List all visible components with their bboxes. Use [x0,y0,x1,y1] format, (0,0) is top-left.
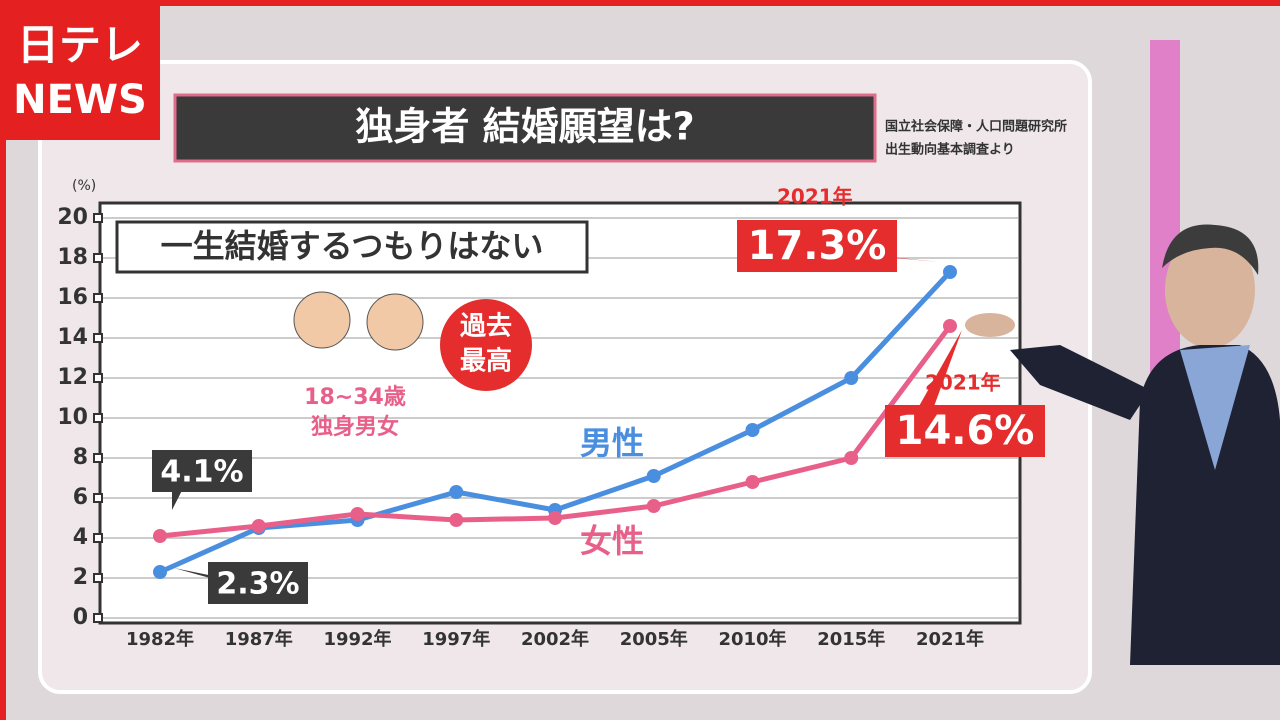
frame-left [0,0,6,720]
point [943,319,957,333]
point [153,529,167,543]
y-tick-mark [93,333,103,343]
logo-text: 日テレ [17,21,143,70]
badge [440,299,532,391]
y-tick-label: 8 [73,445,88,470]
studio-light [1150,40,1180,380]
x-tick-label: 1997年 [422,628,490,650]
x-tick-label: 2015年 [817,628,885,650]
x-tick-label: 2021年 [916,628,984,650]
y-tick-label: 20 [57,205,88,230]
point [646,499,661,513]
y-tick-mark [93,213,103,223]
x-tick-label: 2002年 [521,628,589,650]
y-tick-label: 0 [73,605,88,630]
point [548,511,562,525]
callout-year: 2021年 [925,371,1001,395]
logo-text: NEWS [13,77,147,123]
title-box [173,93,877,163]
x-tick-label: 2010年 [718,628,786,650]
presenter [965,224,1280,665]
point [449,485,464,499]
y-tick-mark [93,413,103,423]
x-tick-label: 1982年 [126,628,194,650]
presenter-arm [1010,345,1150,420]
callout-year: 2021年 [777,185,853,209]
y-tick-label: 2 [73,565,88,590]
source: 出生動向基本調査より [885,142,1015,158]
y-tick-mark [93,613,103,623]
presenter-suit [1130,345,1280,665]
value-label: 14.6% [896,408,1035,454]
presenter-head [1165,232,1255,348]
series-name: 女性 [580,522,644,560]
x-tick-label: 1992年 [323,628,391,650]
y-tick-mark [93,533,103,543]
point [745,423,760,437]
callout-box [737,220,897,272]
illustration-girl [366,293,424,351]
annotation-box [115,220,589,274]
y-tick-label: 14 [57,325,88,350]
y-tick-mark [93,573,103,583]
y-axis-unit: (%) [72,178,96,194]
presenter-hand [965,313,1015,337]
logo [0,0,160,140]
illustration-boy [293,291,351,349]
subject: 18~34歳 [304,385,406,410]
point [153,565,167,579]
y-tick-label: 12 [57,365,88,390]
point [844,371,859,385]
value-label: 4.1% [160,455,243,490]
point [350,507,365,521]
subject: 独身男女 [311,414,399,440]
y-tick-label: 6 [73,485,88,510]
y-tick-mark [93,293,103,303]
frame-top [0,0,1280,6]
y-tick-label: 16 [57,285,88,310]
presenter-hair [1162,224,1259,275]
point [251,519,266,533]
badge-text: 最高 [460,346,512,377]
source: 国立社会保障・人口問題研究所 [885,119,1067,135]
badge-text: 過去 [460,312,512,342]
chart-title: 独身者 結婚願望は? [355,105,694,149]
value-label: 17.3% [748,223,887,269]
point [449,513,464,527]
point [943,265,957,279]
point [646,469,661,483]
point [745,475,760,489]
x-tick-label: 2005年 [620,628,688,650]
callout-box [208,562,308,604]
point [844,451,859,465]
x-tick-label: 1987年 [225,628,293,650]
y-tick-mark [93,253,103,263]
y-tick-label: 4 [73,525,88,550]
y-tick-label: 10 [57,405,88,430]
y-tick-mark [93,373,103,383]
annotation: 一生結婚するつもりはない [161,227,544,265]
value-label: 2.3% [216,567,299,602]
y-tick-mark [93,493,103,503]
series-name: 男性 [580,424,644,462]
callout-box [885,405,1045,457]
callout-box [152,450,252,492]
y-tick-label: 18 [57,245,88,270]
presenter-shirt [1180,345,1250,470]
y-tick-mark [93,453,103,463]
